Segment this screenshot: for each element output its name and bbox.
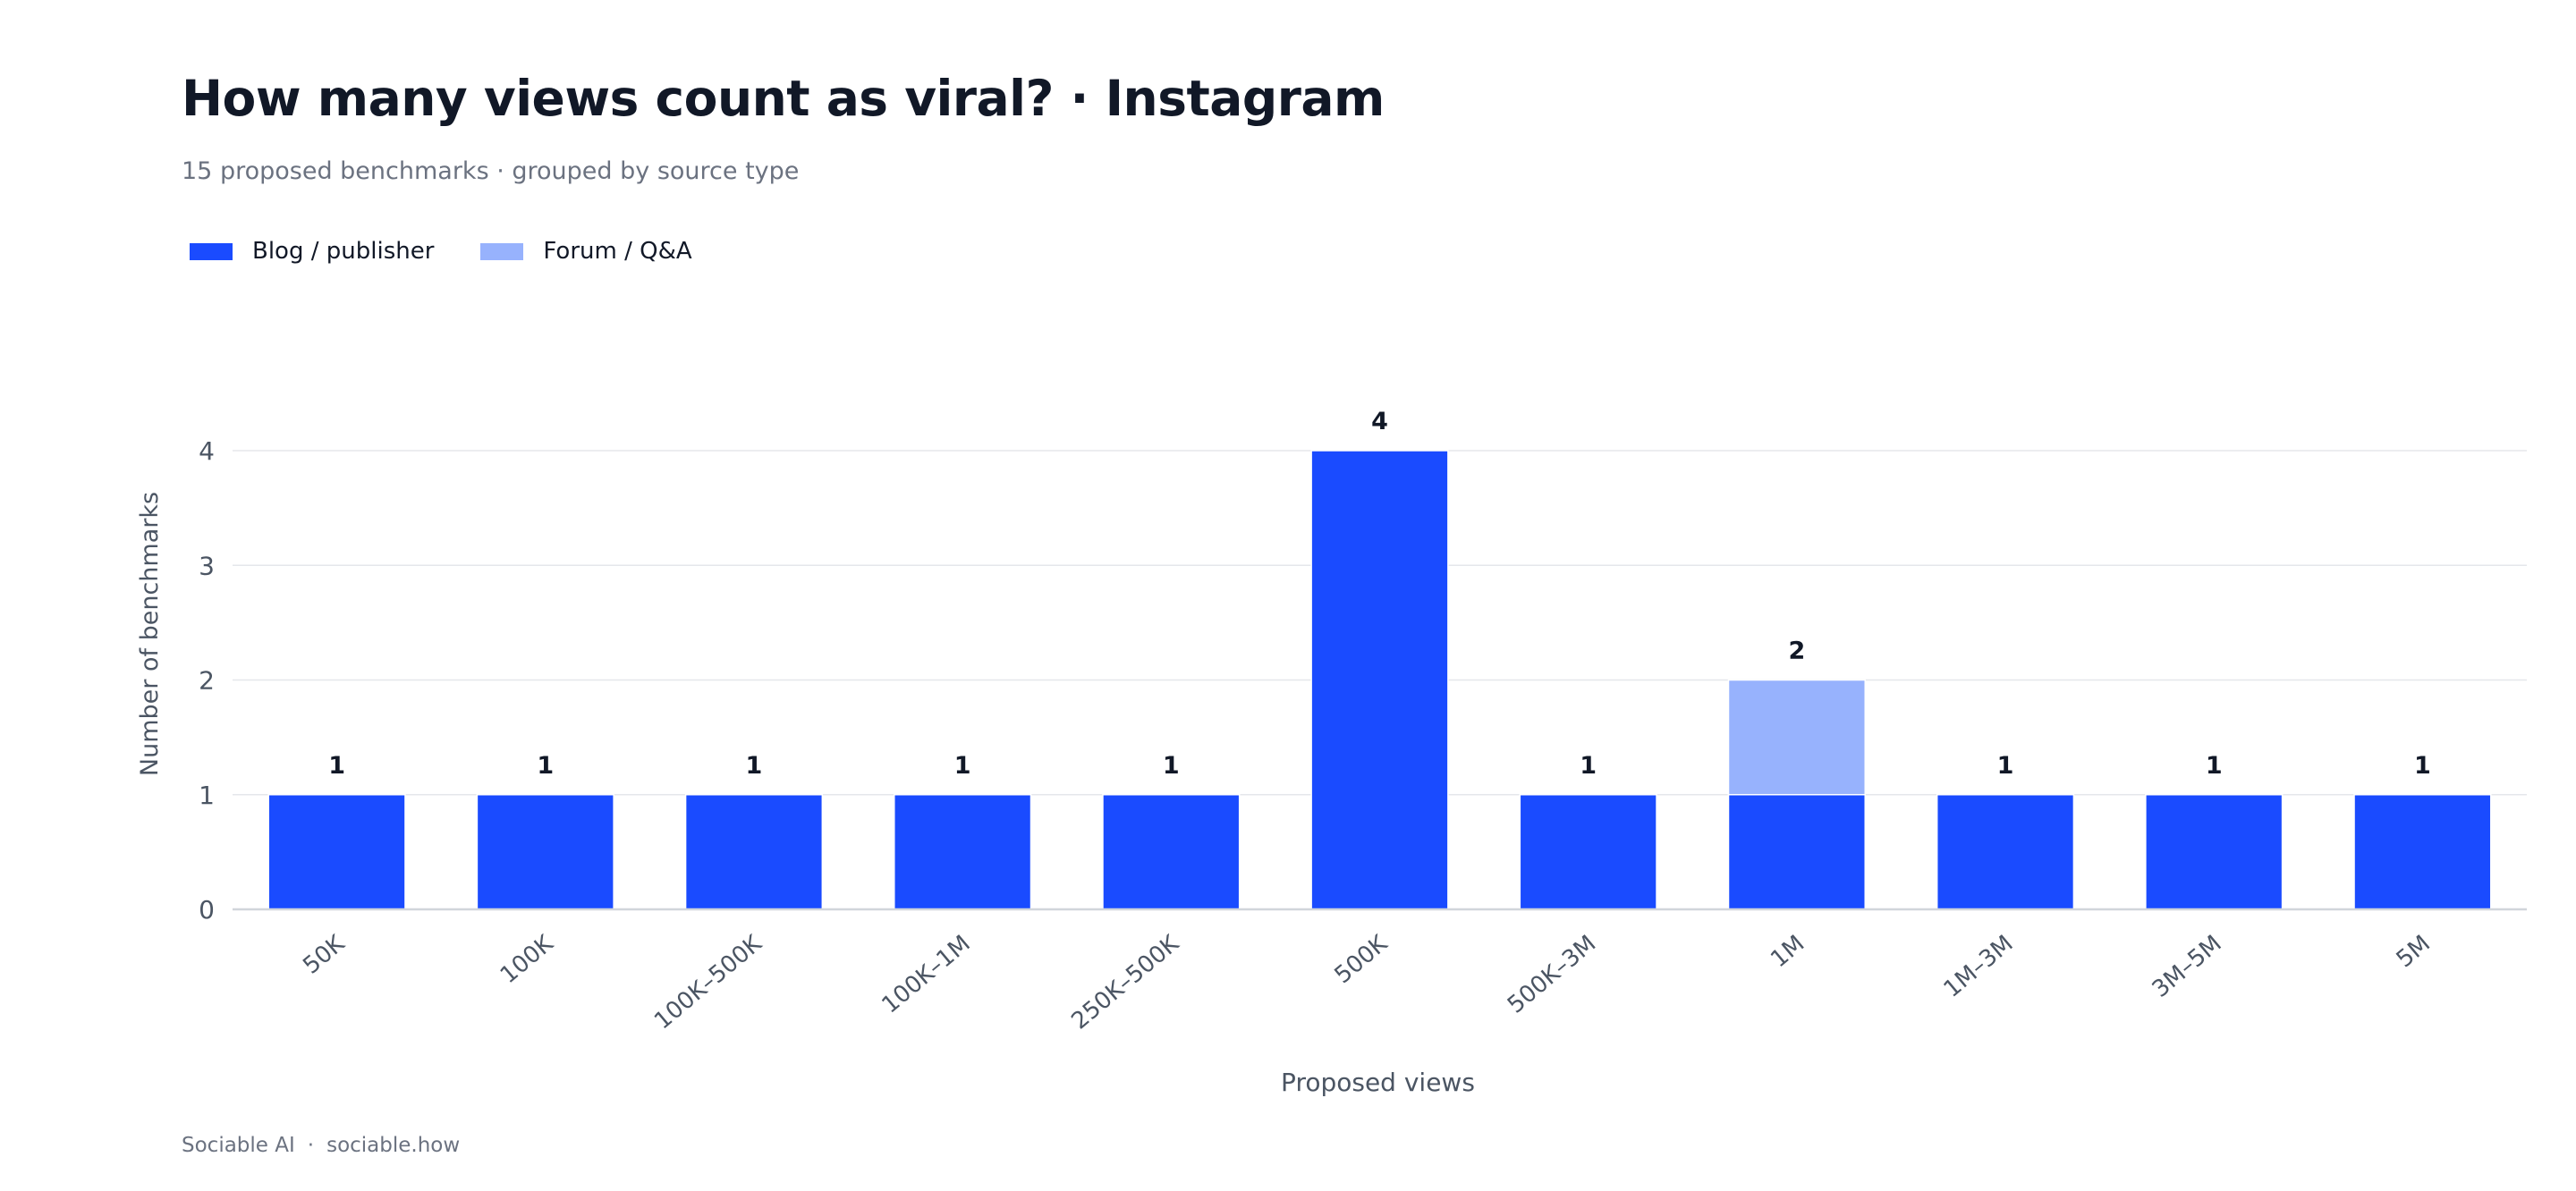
bar-blog-10 (2353, 794, 2492, 910)
bar-total-label-3: 1 (954, 752, 971, 780)
bar-total-label-6: 1 (1580, 752, 1597, 780)
bar-blog-9 (2145, 794, 2284, 910)
bar-blog-4 (1102, 794, 1241, 910)
bar-blog-2 (684, 794, 824, 910)
legend-item-forum[interactable]: Forum / Q&A (480, 238, 692, 265)
x-tick-label-5: 500K (1330, 930, 1394, 989)
x-tick-label-1: 100K (496, 930, 559, 989)
y-tick-label-3: 3 (199, 551, 215, 580)
legend-swatch-forum (480, 242, 524, 260)
chart-subtitle: 15 proposed benchmarks · grouped by sour… (182, 157, 800, 185)
bar-blog-6 (1519, 794, 1657, 910)
legend: Blog / publisher Forum / Q&A (190, 238, 739, 265)
footer-site[interactable]: sociable.how (326, 1134, 461, 1157)
x-tick-label-9: 3M–5M (2148, 930, 2227, 1002)
bar-total-label-5: 4 (1371, 408, 1388, 435)
footer-brand: Sociable AI (182, 1134, 295, 1157)
x-tick-label-6: 500K–3M (1503, 930, 1601, 1018)
y-tick-label-4: 4 (199, 436, 215, 466)
bar-total-label-10: 1 (2414, 752, 2431, 780)
x-tick-label-7: 1M (1766, 930, 1809, 973)
bar-total-label-9: 1 (2206, 752, 2223, 780)
chart-title: How many views count as viral? · Instagr… (182, 70, 1385, 127)
x-tick-label-8: 1M–3M (1939, 930, 2019, 1002)
y-tick-label-0: 0 (199, 895, 215, 925)
bar-total-label-1: 1 (537, 752, 554, 780)
bar-blog-0 (267, 794, 406, 910)
bar-total-label-0: 1 (328, 752, 345, 780)
x-tick-label-0: 50K (298, 930, 350, 980)
x-tick-label-4: 250K–500K (1066, 930, 1184, 1035)
bar-total-label-7: 2 (1788, 638, 1805, 665)
legend-label-blog: Blog / publisher (252, 238, 435, 265)
bar-total-label-4: 1 (1163, 752, 1180, 780)
bar-forum-7 (1727, 679, 1866, 796)
bar-blog-8 (1936, 794, 2075, 910)
legend-swatch-blog (190, 242, 233, 260)
footer: Sociable AI · sociable.how (182, 1134, 460, 1157)
y-tick-label-1: 1 (199, 781, 215, 810)
bar-blog-1 (476, 794, 614, 910)
x-tick-label-3: 100K–1M (877, 930, 975, 1018)
bar-blog-5 (1310, 450, 1449, 910)
bar-total-label-8: 1 (1997, 752, 2014, 780)
legend-label-forum: Forum / Q&A (543, 238, 692, 265)
bar-blog-7 (1727, 794, 1866, 910)
bar-total-label-2: 1 (746, 752, 763, 780)
legend-item-blog[interactable]: Blog / publisher (190, 238, 434, 265)
x-axis-title: Proposed views (1281, 1068, 1475, 1097)
footer-separator: · (307, 1134, 315, 1157)
y-axis-title: Number of benchmarks (136, 492, 164, 776)
x-tick-label-2: 100K–500K (649, 930, 767, 1035)
bar-blog-3 (894, 794, 1032, 910)
y-tick-label-2: 2 (199, 666, 215, 696)
x-tick-label-10: 5M (2392, 930, 2436, 973)
